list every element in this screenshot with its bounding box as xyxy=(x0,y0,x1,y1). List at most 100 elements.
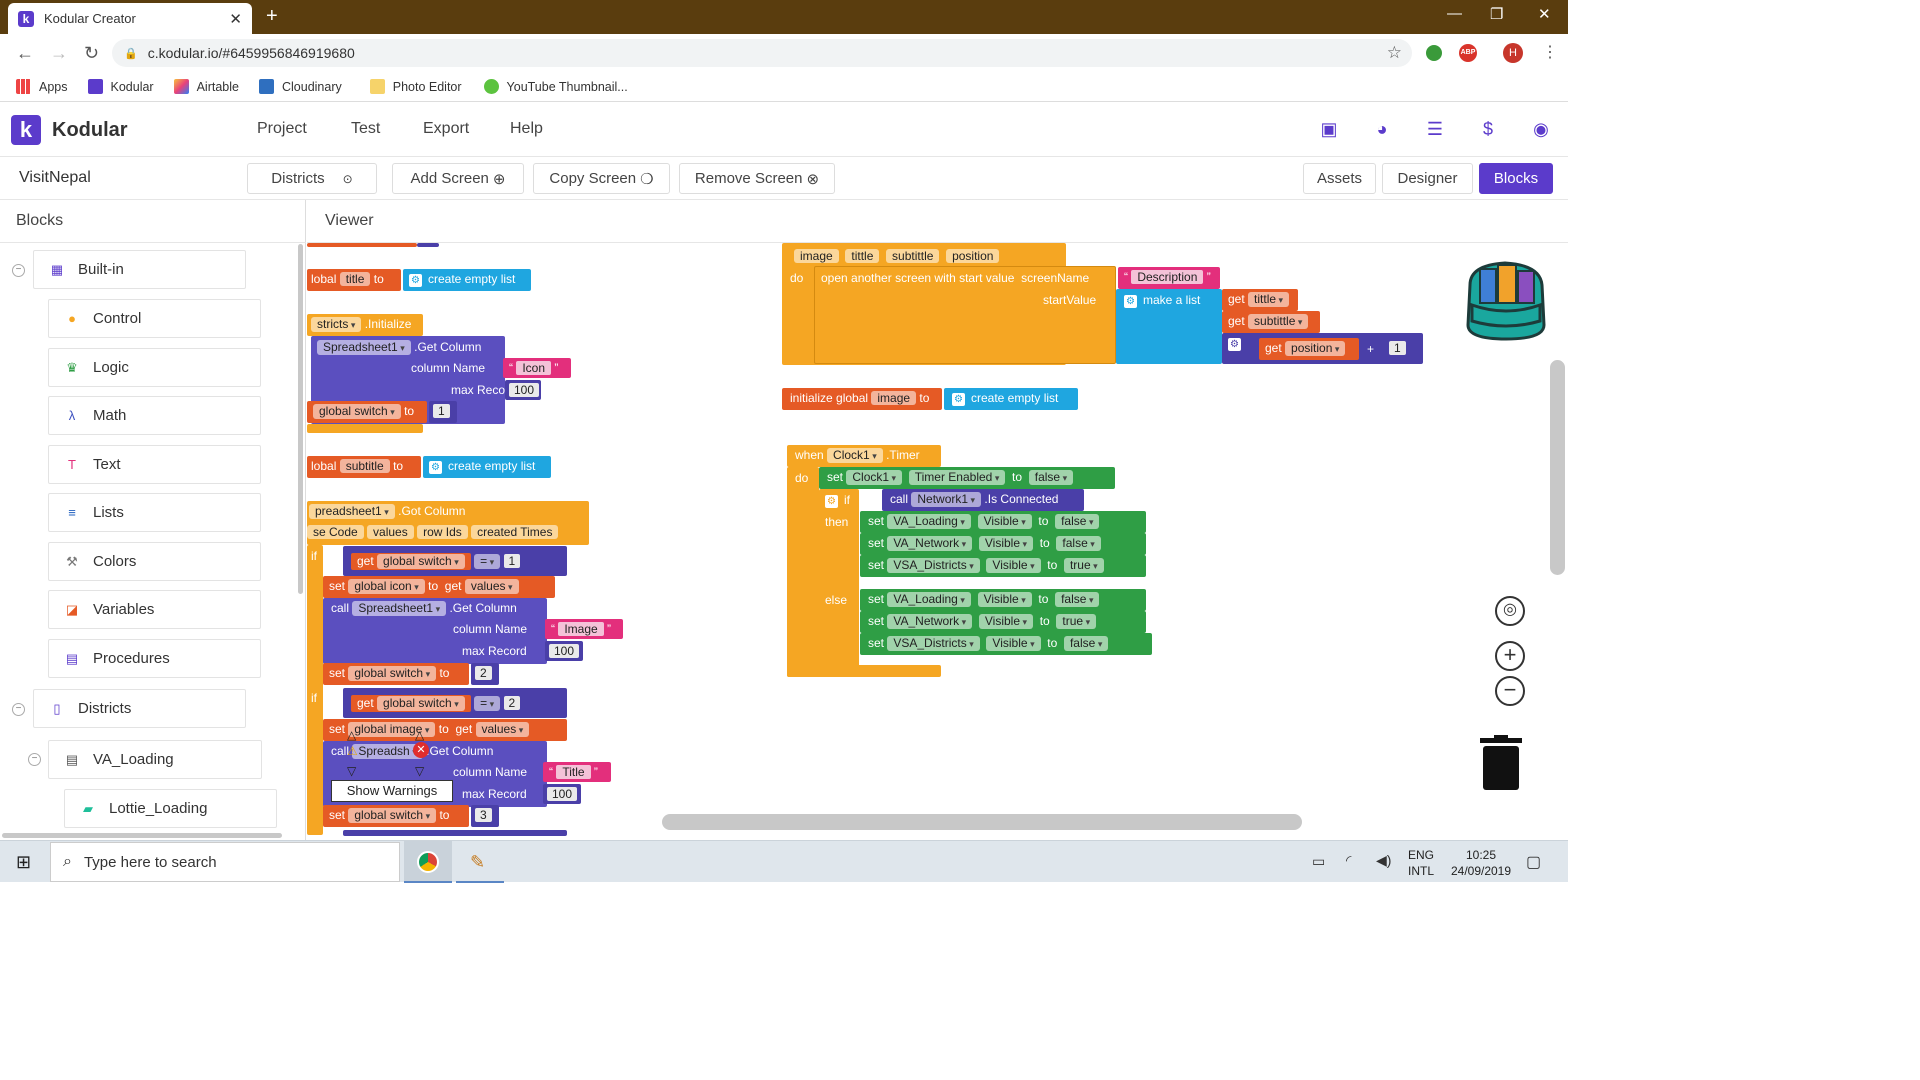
block-districts-initialize[interactable]: stricts .Initialize xyxy=(307,314,423,336)
minimize-icon[interactable]: — xyxy=(1447,5,1462,22)
extension-globe-icon[interactable] xyxy=(1426,45,1442,61)
dollar-icon[interactable]: $ xyxy=(1482,119,1493,139)
viewer-horizontal-scrollbar[interactable] xyxy=(662,814,1302,830)
block-call-is-connected[interactable]: call Network1 .Is Connected xyxy=(882,489,1084,511)
block-set-timer-enabled[interactable]: set Clock1 Timer Enabled to false xyxy=(819,467,1115,489)
block-set-va-loading-visible[interactable]: set VA_Loading Visible to false xyxy=(860,589,1146,611)
block-set-va-network-visible[interactable]: set VA_Network Visible to true xyxy=(860,611,1146,633)
zoom-out-icon[interactable]: − xyxy=(1495,676,1525,706)
bookmark-cloudinary[interactable]: Cloudinary xyxy=(258,79,342,94)
block-number[interactable]: 100 xyxy=(545,641,583,661)
folder-star-icon[interactable]: ▣ xyxy=(1320,119,1338,139)
blocks-button[interactable]: Blocks xyxy=(1479,163,1553,194)
block-compare[interactable]: get global switch = 2 xyxy=(343,688,567,718)
copy-screen-button[interactable]: Copy Screen ❍ xyxy=(533,163,670,194)
new-tab-icon[interactable]: + xyxy=(266,5,278,27)
block-get-position[interactable]: get position xyxy=(1259,338,1359,360)
block-init-global-title[interactable]: lobal title to xyxy=(307,269,401,291)
browser-tab[interactable]: k Kodular Creator ✕ xyxy=(8,3,252,34)
block-string-image[interactable]: “ Image ” xyxy=(545,619,623,639)
bookmark-kodular[interactable]: Kodular xyxy=(87,79,154,94)
block-init-global-subtitle[interactable]: lobal subtitle to xyxy=(307,456,421,478)
taskbar-chrome-button[interactable] xyxy=(404,841,452,883)
block-text[interactable]: T Text xyxy=(48,445,261,484)
adblock-icon[interactable]: ABP xyxy=(1459,44,1477,62)
va-loading-component[interactable]: ▤ VA_Loading xyxy=(48,740,262,779)
builtin-category[interactable]: ▦ Built-in xyxy=(33,250,246,289)
panel-horizontal-scrollbar[interactable] xyxy=(2,833,282,838)
collapse-va-loading-icon[interactable]: − xyxy=(28,753,41,766)
districts-component[interactable]: ▯ Districts xyxy=(33,689,246,728)
reload-icon[interactable]: ↻ xyxy=(84,42,100,63)
wifi-icon[interactable]: ◜ xyxy=(1346,852,1352,868)
block-set-vsa-districts-visible[interactable]: set VSA_Districts Visible to true xyxy=(860,555,1146,577)
block-number[interactable]: 100 xyxy=(543,784,581,804)
recenter-icon[interactable]: ◎ xyxy=(1495,596,1525,626)
bookmark-youtube-thumbnail[interactable]: YouTube Thumbnail... xyxy=(483,79,628,94)
screen-dropdown[interactable]: Districts ⊙ xyxy=(247,163,377,194)
arrow-up-icon[interactable]: △ xyxy=(415,728,425,742)
menu-test[interactable]: Test xyxy=(351,120,381,137)
palette-icon[interactable]: ◕ xyxy=(1376,119,1388,139)
block-logic[interactable]: ♛ Logic xyxy=(48,348,261,387)
backpack-icon[interactable] xyxy=(1460,255,1550,343)
arrow-down-icon[interactable]: ▽ xyxy=(347,764,357,778)
assets-button[interactable]: Assets xyxy=(1303,163,1376,194)
block-get-subtittle[interactable]: get subtittle xyxy=(1222,311,1320,333)
back-icon[interactable]: ← xyxy=(16,42,34,63)
trash-icon[interactable] xyxy=(1480,735,1522,790)
add-screen-button[interactable]: Add Screen ⊕ xyxy=(392,163,524,194)
block-control[interactable]: ● Control xyxy=(48,299,261,338)
block-init-global-image[interactable]: initialize global image to xyxy=(782,388,942,410)
menu-help[interactable]: Help xyxy=(510,120,543,137)
block-create-empty-list[interactable]: ⚙ create empty list xyxy=(944,388,1078,410)
clock[interactable]: 10:25 24/09/2019 xyxy=(1450,848,1512,878)
close-tab-icon[interactable]: ✕ xyxy=(229,10,242,28)
window-close-icon[interactable]: ✕ xyxy=(1538,6,1551,23)
block-compare[interactable]: get global switch = 1 xyxy=(343,546,567,576)
account-icon[interactable]: ◉ xyxy=(1533,119,1549,139)
remove-screen-button[interactable]: Remove Screen ⊗ xyxy=(679,163,835,194)
block-set-va-network-visible[interactable]: set VA_Network Visible to false xyxy=(860,533,1146,555)
arrow-up-icon[interactable]: △ xyxy=(347,728,357,742)
block-number[interactable]: 100 xyxy=(505,380,541,400)
block-number[interactable]: 2 xyxy=(471,663,499,685)
block-make-a-list[interactable]: ⚙ make a list xyxy=(1116,289,1222,364)
notifications-icon[interactable]: ▢ xyxy=(1526,854,1542,871)
collapse-builtin-icon[interactable]: − xyxy=(12,264,25,277)
block-if-else[interactable] xyxy=(819,489,859,667)
bookmark-photo-editor[interactable]: Photo Editor xyxy=(369,79,462,94)
block-number[interactable]: 3 xyxy=(471,805,499,827)
show-warnings-button[interactable]: Show Warnings xyxy=(331,780,453,802)
battery-icon[interactable]: ▭ xyxy=(1312,853,1326,869)
block-get-tittle[interactable]: get tittle xyxy=(1222,289,1298,311)
block-number[interactable]: 1 xyxy=(429,401,457,423)
panel-vertical-scrollbar[interactable] xyxy=(298,244,303,594)
block-set-global-switch[interactable]: set global switch to xyxy=(323,663,469,685)
block-math[interactable]: λ Math xyxy=(48,396,261,435)
zoom-in-icon[interactable]: + xyxy=(1495,641,1525,671)
block-set-global-switch[interactable]: global switch to xyxy=(307,401,427,423)
taskbar-search-box[interactable]: ⌕ Type here to search xyxy=(50,842,400,882)
block-string-title[interactable]: “ Title ” xyxy=(543,762,611,782)
block-string-icon[interactable]: “ Icon ” xyxy=(503,358,571,378)
block-set-vsa-districts-visible[interactable]: set VSA_Districts Visible to false xyxy=(860,633,1152,655)
block-set-global-icon[interactable]: set global icon to get values xyxy=(323,576,555,598)
url-bar[interactable]: 🔒 c.kodular.io/#6459956846919680 ☆ xyxy=(112,39,1412,67)
block-lists[interactable]: ≡ Lists xyxy=(48,493,261,532)
block-when-clock-timer[interactable]: when Clock1 .Timer xyxy=(787,445,941,467)
lottie-loading-component[interactable]: ▰ Lottie_Loading xyxy=(64,789,277,828)
bookmark-airtable[interactable]: Airtable xyxy=(173,79,239,94)
arrow-down-icon[interactable]: ▽ xyxy=(415,764,425,778)
block-procedures[interactable]: ▤ Procedures xyxy=(48,639,261,678)
block-set-global-image[interactable]: set global image to get values xyxy=(323,719,567,741)
forward-icon[interactable]: → xyxy=(50,42,68,63)
block-set-global-switch[interactable]: set global switch to xyxy=(323,805,469,827)
menu-project[interactable]: Project xyxy=(257,120,307,137)
browser-menu-icon[interactable]: ⋮ xyxy=(1542,44,1558,61)
profile-avatar[interactable]: H xyxy=(1503,43,1523,63)
collapse-districts-icon[interactable]: − xyxy=(12,703,25,716)
volume-icon[interactable]: ◀) xyxy=(1376,852,1392,868)
windows-start-icon[interactable]: ⊞ xyxy=(16,852,32,872)
designer-button[interactable]: Designer xyxy=(1382,163,1473,194)
